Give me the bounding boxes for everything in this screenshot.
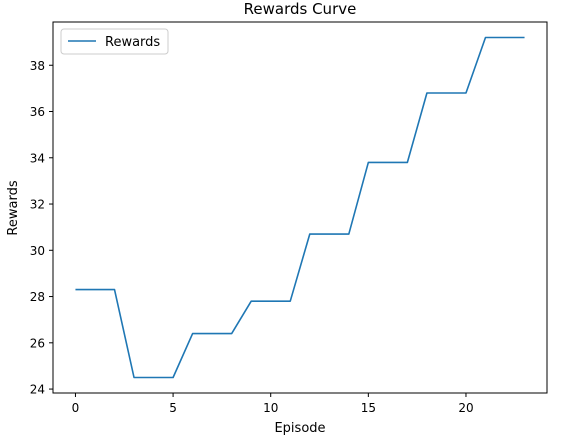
- y-axis-label: Rewards: [6, 180, 21, 235]
- y-axis-ticks: 24 26 28 30 32 34 36 38: [30, 59, 53, 397]
- x-tick-label: 15: [361, 401, 376, 415]
- y-tick-label: 36: [30, 105, 45, 119]
- y-tick-label: 34: [30, 151, 45, 165]
- x-axis-label: Episode: [274, 421, 325, 436]
- plot-frame: [52, 21, 548, 394]
- y-tick-label: 26: [30, 336, 45, 350]
- y-tick-label: 32: [30, 198, 45, 212]
- legend-box: [60, 28, 169, 55]
- y-tick-label: 28: [30, 290, 45, 304]
- x-axis-ticks: 0 5 10 15 20: [72, 393, 474, 415]
- series-line-rewards: [75, 36, 525, 379]
- x-tick-label: 5: [169, 401, 177, 415]
- x-tick-label: 0: [72, 401, 80, 415]
- legend: Rewards: [60, 28, 169, 55]
- x-tick-label: 10: [263, 401, 278, 415]
- x-tick-label: 20: [458, 401, 473, 415]
- y-tick-label: 38: [30, 59, 45, 73]
- y-tick-label: 30: [30, 244, 45, 258]
- chart-title: Rewards Curve: [244, 0, 357, 18]
- legend-label-rewards: Rewards: [105, 35, 160, 50]
- series-layer: [75, 36, 525, 379]
- y-tick-label: 24: [30, 383, 45, 397]
